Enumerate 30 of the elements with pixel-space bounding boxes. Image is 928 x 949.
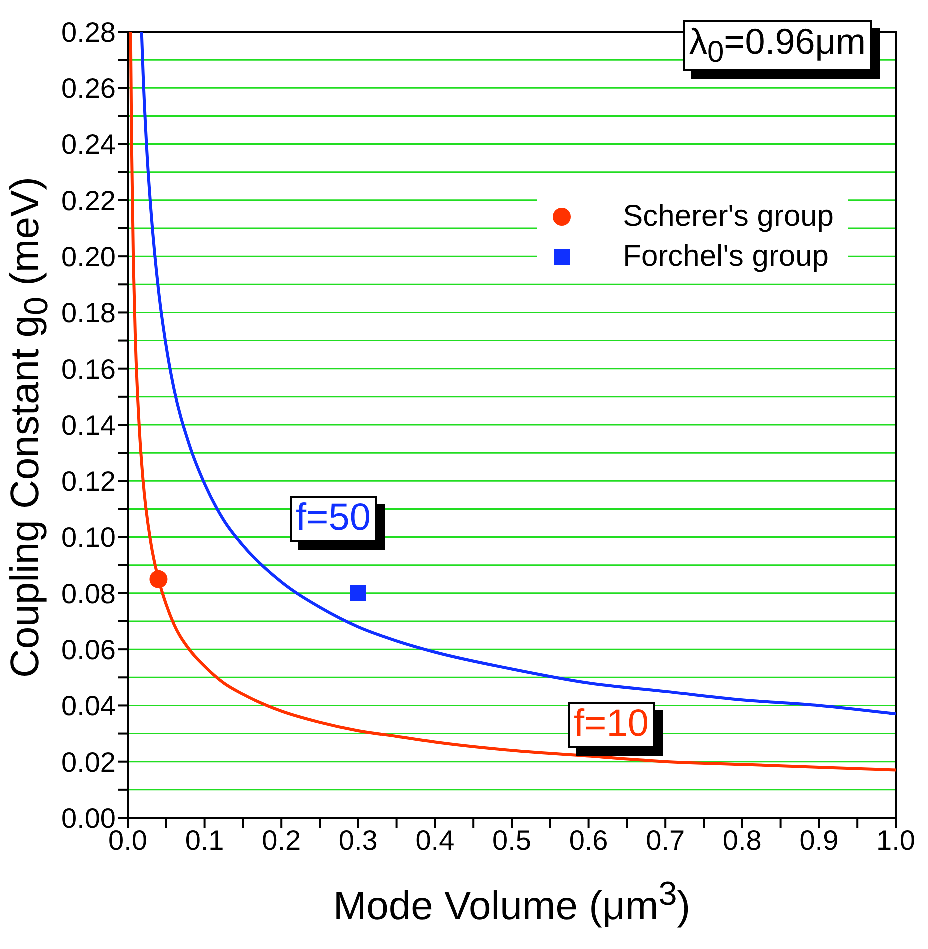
y-tick-label: 0.02 bbox=[62, 746, 116, 778]
y-tick-label: 0.16 bbox=[62, 354, 116, 385]
y-tick-label: 0.24 bbox=[62, 129, 116, 160]
y-tick-label: 0.26 bbox=[62, 73, 116, 104]
series-label: f=50 bbox=[290, 496, 378, 542]
annotation: λ$_{0}$=0.96μm bbox=[683, 20, 872, 72]
y-tick-label: 0.12 bbox=[62, 466, 116, 498]
x-tick-label: 0.5 bbox=[492, 824, 532, 856]
x-tick-label: 0.9 bbox=[800, 824, 839, 856]
y-tick-label: 0.14 bbox=[62, 410, 116, 441]
x-tick-label: 0.1 bbox=[185, 824, 224, 856]
x-tick-label: 0.3 bbox=[338, 824, 378, 856]
x-tick-label: 0.8 bbox=[722, 824, 762, 856]
y-tick-label: 0.20 bbox=[62, 242, 116, 273]
x-tick-label: 1.0 bbox=[876, 824, 916, 856]
y-tick-label: 0.08 bbox=[62, 578, 116, 610]
y-tick-label: 0.28 bbox=[62, 16, 116, 48]
y-tick-label: 0.06 bbox=[62, 634, 116, 666]
x-axis-title: Mode Volume (μm$^{3}$) bbox=[332, 876, 692, 930]
series-label: f=10 bbox=[568, 702, 656, 748]
y-tick-label: 0.04 bbox=[62, 690, 116, 722]
y-tick-label: 0.18 bbox=[62, 298, 116, 329]
x-tick-label: 0.6 bbox=[569, 824, 608, 856]
y-tick-label: 0.10 bbox=[62, 522, 116, 554]
x-tick-label: 0.7 bbox=[646, 824, 686, 856]
x-tick-label: 0.4 bbox=[416, 824, 455, 856]
legend-label: Scherer's group bbox=[623, 199, 834, 235]
legend-label: Forchel's group bbox=[623, 239, 829, 275]
y-tick-label: 0.22 bbox=[62, 185, 116, 216]
x-tick-label: 0.2 bbox=[262, 824, 302, 856]
